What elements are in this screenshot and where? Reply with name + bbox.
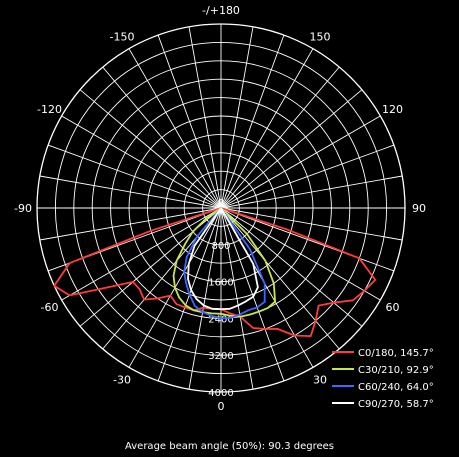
angle-label: 60 xyxy=(386,301,400,314)
grid-spoke xyxy=(220,207,363,327)
axis-labels: 0 30 -30 60 -60 90 -90 120 -120 150 -150 -/+180 800 1… xyxy=(14,4,426,413)
grid-spoke xyxy=(188,207,222,390)
grid-spoke xyxy=(39,207,222,241)
grid-spoke xyxy=(220,26,254,209)
grid-spoke xyxy=(61,207,222,301)
legend-entry: C90/270, 58.7° xyxy=(358,399,434,410)
grid-spoke xyxy=(188,26,222,209)
radial-label: 800 xyxy=(211,241,230,252)
radial-label-origin: 0 xyxy=(218,198,224,209)
grid-spoke xyxy=(47,144,222,209)
series-curve xyxy=(183,207,266,320)
grid-spoke xyxy=(220,207,254,390)
radial-label: 2400 xyxy=(208,314,233,325)
polar-chart: 0 30 -30 60 -60 90 -90 120 -120 150 -150 -/+180 800 1… xyxy=(14,4,434,413)
angle-label: -120 xyxy=(37,103,62,116)
grid-spoke xyxy=(220,207,381,301)
beam-angle-caption: Average beam angle (50%): 90.3 degrees xyxy=(125,441,334,452)
grid-spoke xyxy=(220,48,314,209)
series-curve xyxy=(187,207,259,311)
grid-spoke xyxy=(220,115,381,209)
series-curve xyxy=(172,207,276,318)
angle-label: 150 xyxy=(310,31,331,44)
grid-spoke xyxy=(220,207,395,272)
grid-spoke xyxy=(220,207,285,382)
grid-spoke xyxy=(79,89,222,209)
angle-label: -90 xyxy=(14,202,32,215)
angle-label: 120 xyxy=(382,103,403,116)
grid-spoke xyxy=(220,66,340,209)
angle-label: -60 xyxy=(41,301,59,314)
grid-spoke xyxy=(39,175,222,209)
grid-spoke xyxy=(220,34,285,209)
grid-spoke xyxy=(220,89,363,209)
grid-spoke xyxy=(220,175,403,209)
grid-spoke xyxy=(102,66,222,209)
grid-spoke xyxy=(220,207,340,350)
series-curves xyxy=(53,207,377,337)
radial-label: 1600 xyxy=(208,278,233,289)
angle-label: -/+180 xyxy=(202,4,240,17)
radial-label: 4000 xyxy=(208,388,233,399)
legend-entry: C0/180, 145.7° xyxy=(358,348,434,359)
angle-label: 30 xyxy=(313,374,327,387)
grid-spoke xyxy=(157,34,222,209)
angle-label: -150 xyxy=(110,31,135,44)
angle-label: -30 xyxy=(113,374,131,387)
radial-label: 3200 xyxy=(208,351,233,362)
grid-spoke xyxy=(220,207,403,241)
legend-entry: C30/210, 92.9° xyxy=(358,365,434,376)
angle-label: 90 xyxy=(412,202,426,215)
grid-spoke xyxy=(220,144,395,209)
legend-entry: C60/240, 64.0° xyxy=(358,382,434,393)
grid-spoke xyxy=(128,48,222,209)
legend: C0/180, 145.7° C30/210, 92.9° C60/240, 64.… xyxy=(332,348,434,410)
angle-label: 0 xyxy=(218,400,225,413)
grid-spoke xyxy=(61,115,222,209)
